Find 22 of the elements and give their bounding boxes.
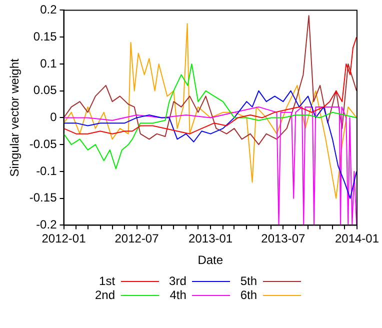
legend-label: 4th bbox=[170, 288, 186, 302]
y-tick-label: 0 bbox=[50, 110, 58, 124]
legend-label: 3rd bbox=[169, 274, 186, 288]
y-tick-label: -0.1 bbox=[36, 164, 58, 178]
y-tick-label: 0.05 bbox=[33, 83, 58, 98]
x-tick-label: 2013-07 bbox=[261, 232, 306, 246]
x-tick-label: 2013-01 bbox=[188, 232, 233, 246]
y-tick-label: 0.1 bbox=[40, 56, 58, 70]
legend-label: 5th bbox=[240, 274, 258, 288]
y-axis-title: Singular vector weight bbox=[8, 58, 22, 177]
x-tick-label: 2012-01 bbox=[42, 232, 86, 246]
y-tick-label: -0.2 bbox=[36, 218, 58, 232]
x-tick-label: 2012-07 bbox=[114, 232, 160, 246]
legend-label: 1st bbox=[99, 274, 116, 288]
y-tick-label: 0.15 bbox=[33, 29, 58, 44]
legend-label: 2nd bbox=[95, 288, 116, 302]
x-tick-label: 2014-01 bbox=[334, 232, 380, 246]
x-axis-title: Date bbox=[198, 253, 224, 268]
y-tick-label: 0.2 bbox=[40, 2, 58, 17]
y-tick-label: -0.15 bbox=[29, 190, 58, 205]
y-tick-label: -0.05 bbox=[29, 136, 58, 151]
legend-label: 6th bbox=[240, 288, 258, 302]
